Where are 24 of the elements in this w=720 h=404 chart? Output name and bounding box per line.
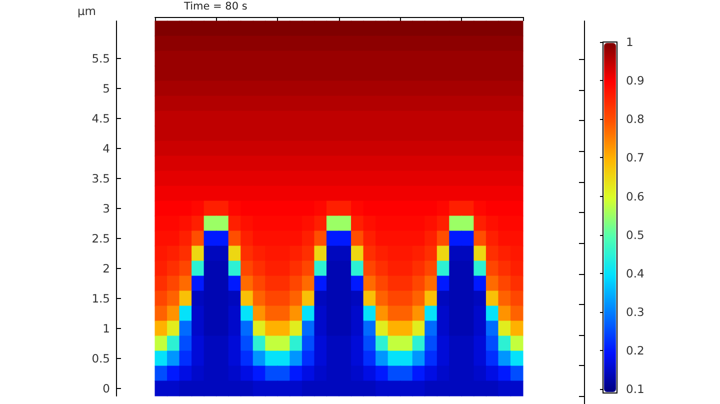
y-tick-label: 2.5 — [92, 232, 110, 246]
y-tick-label: 3.5 — [92, 172, 110, 186]
y-axis-title: µm — [77, 4, 96, 18]
chart-title: Time = 80 s — [183, 0, 248, 12]
y-tick-label: 1 — [102, 322, 110, 336]
y-tick-label: 1.5 — [92, 292, 110, 306]
color-bar-label: 0.7 — [626, 150, 644, 165]
color-bar-label: 0.9 — [626, 74, 644, 88]
y-tick-label: 5.5 — [92, 52, 110, 66]
color-bar-label: 0.1 — [626, 382, 644, 396]
y-tick-label: 4 — [102, 142, 110, 156]
y-tick-label: 2 — [102, 262, 110, 276]
color-bar-label: 0.5 — [626, 228, 644, 242]
y-tick-label: 4.5 — [92, 112, 110, 126]
color-bar-label: 0.6 — [626, 189, 644, 204]
color-bar-label: 0.4 — [626, 266, 644, 280]
y-tick-label: 5 — [102, 82, 110, 96]
y-tick-label: 0 — [102, 382, 110, 396]
color-bar-label: 0.3 — [626, 305, 644, 319]
y-tick-label: 0.5 — [92, 352, 110, 366]
color-bar-label: 0.8 — [626, 112, 644, 126]
color-bar-label: 1 — [626, 35, 634, 49]
y-tick-label: 3 — [102, 202, 110, 216]
color-bar-label: 0.2 — [626, 344, 644, 358]
